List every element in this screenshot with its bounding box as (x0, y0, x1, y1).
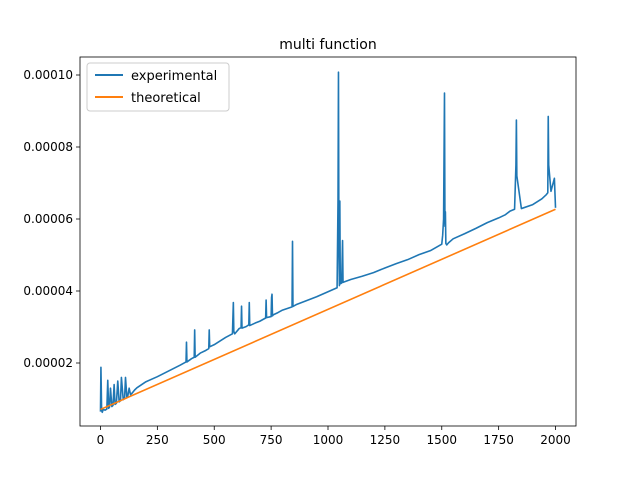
series-line-theoretical (100, 208, 556, 411)
x-tick-label: 0 (97, 433, 105, 447)
axes-frame (79, 56, 577, 427)
x-tick-label: 1750 (483, 433, 514, 447)
x-tick-label: 2000 (540, 433, 571, 447)
x-tick-label: 1000 (313, 433, 344, 447)
series-layer (99, 71, 557, 414)
y-tick-label: 0.00002 (23, 356, 73, 370)
x-tick-label: 750 (260, 433, 283, 447)
x-tick-label: 500 (203, 433, 226, 447)
x-axis: 0 250 500 750 1000 1250 1500 1750 2000 (97, 426, 571, 447)
legend: experimental theoretical (86, 62, 230, 112)
chart-title: multi function (279, 37, 376, 53)
series-line-experimental (99, 71, 557, 414)
y-tick-label: 0.00006 (23, 212, 73, 226)
y-tick-label: 0.00010 (23, 68, 73, 82)
legend-label-experimental: experimental (131, 69, 217, 84)
y-tick-label: 0.00004 (23, 284, 73, 298)
legend-label-theoretical: theoretical (131, 91, 201, 106)
x-tick-label: 1500 (426, 433, 457, 447)
y-tick-label: 0.00008 (23, 140, 73, 154)
x-tick-label: 1250 (370, 433, 401, 447)
x-tick-label: 250 (146, 433, 169, 447)
y-axis: 0.00002 0.00004 0.00006 0.00008 0.00010 (23, 68, 80, 370)
